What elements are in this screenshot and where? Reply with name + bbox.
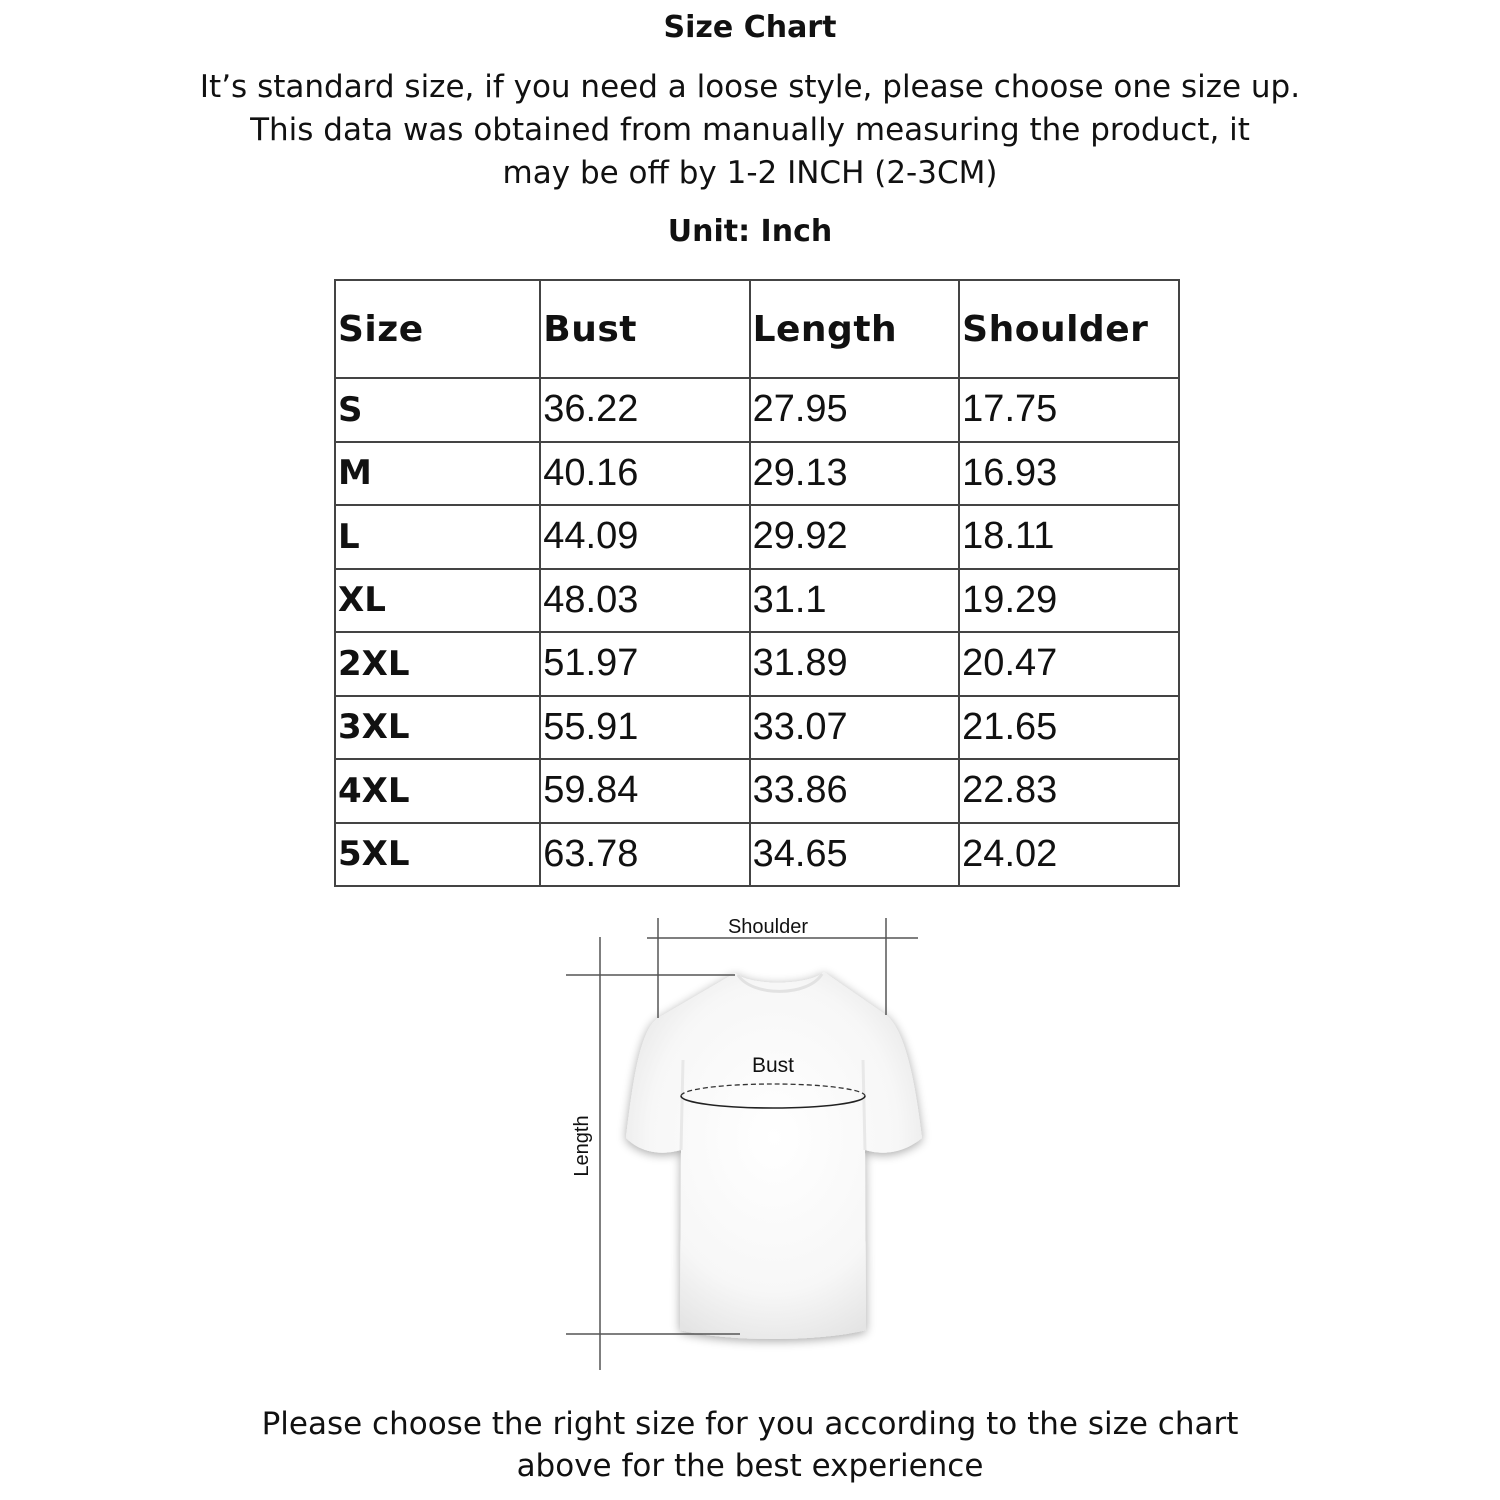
cell-shoulder: 20.47 (958, 631, 1180, 697)
table-row: S 36.22 27.95 17.75 (333, 377, 1180, 443)
cell-length: 33.07 (748, 694, 961, 760)
cell-length: 33.86 (748, 758, 961, 824)
table-row: 2XL 51.97 31.89 20.47 (333, 631, 1180, 697)
cell-length: 31.1 (748, 567, 961, 633)
table-row: M 40.16 29.13 16.93 (333, 440, 1180, 506)
footer-line: above for the best experience (516, 1448, 984, 1484)
bust-ellipse (680, 1083, 866, 1097)
cell-shoulder: 17.75 (958, 377, 1180, 443)
cell-bust: 44.09 (539, 504, 751, 570)
cell-bust: 51.97 (539, 631, 751, 697)
size-table: Size Bust Length Shoulder S 36.22 27.95 17.… (333, 279, 1180, 887)
bust-label: Bust (752, 1054, 794, 1077)
cell-bust: 36.22 (539, 377, 751, 443)
header-bust: Bust (539, 279, 751, 379)
footer-text: Please choose the right size for you acc… (0, 1403, 1500, 1487)
cell-length: 29.92 (748, 504, 961, 570)
intro-line: may be off by 1-2 INCH (2-3CM) (502, 155, 998, 191)
cell-shoulder: 24.02 (958, 821, 1180, 887)
cell-bust: 59.84 (539, 758, 751, 824)
cell-shoulder: 19.29 (958, 567, 1180, 633)
page-title: Size Chart (663, 10, 837, 45)
cell-size: XL (333, 567, 542, 633)
header-size: Size (333, 279, 542, 379)
table-row: XL 48.03 31.1 19.29 (333, 567, 1180, 633)
table-row: 3XL 55.91 33.07 21.65 (333, 694, 1180, 760)
shoulder-label: Shoulder (728, 916, 808, 938)
cell-size: 4XL (333, 758, 542, 824)
tshirt-icon (626, 972, 922, 1339)
table-header-row: Size Bust Length Shoulder (333, 279, 1180, 379)
cell-bust: 55.91 (539, 694, 751, 760)
cell-size: 2XL (333, 631, 542, 697)
length-label: Length (571, 1115, 593, 1176)
header-length: Length (748, 279, 961, 379)
unit-label: Unit: Inch (667, 214, 833, 249)
cell-bust: 40.16 (539, 440, 751, 506)
cell-shoulder: 22.83 (958, 758, 1180, 824)
cell-shoulder: 16.93 (958, 440, 1180, 506)
cell-bust: 48.03 (539, 567, 751, 633)
cell-length: 31.89 (748, 631, 961, 697)
measurement-lines (566, 918, 918, 1370)
table-row: 5XL 63.78 34.65 24.02 (333, 821, 1180, 887)
cell-shoulder: 21.65 (958, 694, 1180, 760)
header-shoulder: Shoulder (958, 279, 1180, 379)
footer-line: Please choose the right size for you acc… (261, 1406, 1239, 1442)
intro-line: This data was obtained from manually mea… (250, 112, 1250, 148)
cell-length: 27.95 (748, 377, 961, 443)
cell-size: M (333, 440, 542, 506)
cell-size: 5XL (333, 821, 542, 887)
table-row: 4XL 59.84 33.86 22.83 (333, 758, 1180, 824)
cell-shoulder: 18.11 (958, 504, 1180, 570)
cell-length: 29.13 (748, 440, 961, 506)
table-row: L 44.09 29.92 18.11 (333, 504, 1180, 570)
cell-size: 3XL (333, 694, 542, 760)
intro-line: It’s standard size, if you need a loose … (199, 69, 1301, 105)
cell-bust: 63.78 (539, 821, 751, 887)
cell-size: L (333, 504, 542, 570)
intro-text: It’s standard size, if you need a loose … (0, 66, 1500, 195)
cell-size: S (333, 377, 542, 443)
cell-length: 34.65 (748, 821, 961, 887)
